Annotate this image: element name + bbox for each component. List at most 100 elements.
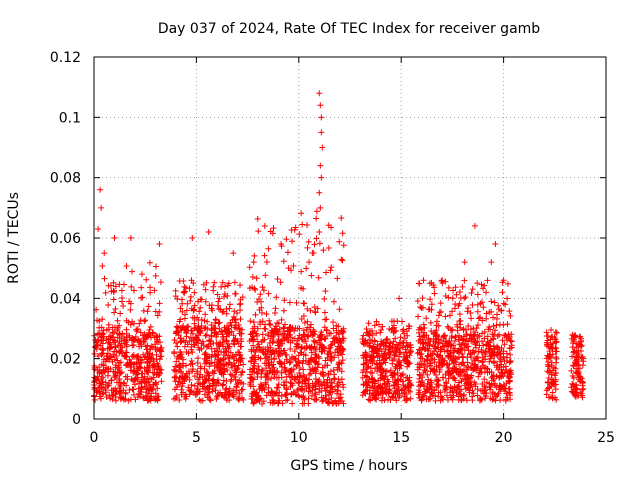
data-point (492, 327, 499, 334)
y-tick-label: 0.08 (50, 171, 81, 187)
data-point (285, 371, 292, 378)
data-point (210, 370, 217, 377)
data-point (235, 396, 242, 403)
data-point (386, 386, 393, 393)
data-point (231, 362, 238, 369)
data-point (301, 300, 308, 307)
data-point (180, 363, 187, 370)
data-point (270, 338, 277, 345)
data-point (96, 364, 103, 371)
data-point (417, 354, 424, 361)
data-point (425, 353, 432, 360)
data-point (395, 394, 402, 401)
data-point (407, 341, 414, 348)
data-point (252, 330, 259, 337)
data-point (336, 306, 343, 313)
data-point (177, 335, 184, 342)
data-point (303, 265, 310, 272)
data-point (140, 307, 147, 314)
data-point (230, 250, 237, 257)
data-point (418, 305, 425, 312)
data-point (433, 331, 440, 338)
data-point (184, 300, 191, 307)
data-point (174, 343, 181, 350)
data-point (117, 370, 124, 377)
data-point (301, 400, 308, 407)
data-point (390, 356, 397, 363)
data-point (463, 366, 470, 373)
data-point (317, 162, 324, 169)
data-point (494, 343, 501, 350)
data-point (92, 396, 99, 403)
data-point (300, 366, 307, 373)
data-point (494, 392, 501, 399)
data-point (437, 348, 444, 355)
data-point (231, 316, 238, 323)
data-point (254, 298, 261, 305)
data-point (465, 347, 472, 354)
data-point (257, 291, 264, 298)
data-point (320, 379, 327, 386)
data-point (405, 361, 412, 368)
data-point (575, 347, 582, 354)
data-point (449, 374, 456, 381)
data-point (250, 400, 257, 407)
data-point (121, 380, 128, 387)
data-point (310, 250, 317, 257)
data-point (300, 372, 307, 379)
data-point (147, 323, 154, 330)
data-point (287, 346, 294, 353)
data-point (127, 396, 134, 403)
data-point (324, 362, 331, 369)
x-tick-label: 0 (90, 430, 99, 446)
data-point (239, 368, 246, 375)
data-point (501, 332, 508, 339)
data-point (370, 353, 377, 360)
data-point (96, 393, 103, 400)
data-point (200, 385, 207, 392)
data-point (194, 359, 201, 366)
data-point (112, 343, 119, 350)
data-point (463, 397, 470, 404)
data-point (416, 349, 423, 356)
data-point (442, 385, 449, 392)
data-point (260, 287, 267, 294)
data-point (330, 319, 337, 326)
data-point (552, 386, 559, 393)
data-point (427, 360, 434, 367)
data-point (378, 326, 385, 333)
data-point (360, 367, 367, 374)
data-point (225, 340, 232, 347)
data-point (544, 361, 551, 368)
data-point (493, 322, 500, 329)
data-point (303, 344, 310, 351)
data-point (397, 349, 404, 356)
data-point (473, 364, 480, 371)
data-point (172, 287, 179, 294)
data-point (368, 376, 375, 383)
data-point (204, 394, 211, 401)
data-point (212, 316, 219, 323)
data-point (225, 391, 232, 398)
data-point (158, 367, 165, 374)
data-point (373, 330, 380, 337)
data-point (443, 380, 450, 387)
data-point (206, 337, 213, 344)
data-point (147, 289, 154, 296)
data-point (101, 275, 108, 282)
data-point (336, 336, 343, 343)
data-point (393, 381, 400, 388)
data-point (502, 301, 509, 308)
data-point (259, 331, 266, 338)
data-point (486, 368, 493, 375)
data-point (254, 374, 261, 381)
data-point (200, 342, 207, 349)
data-point (182, 284, 189, 291)
data-point (496, 374, 503, 381)
data-point (266, 354, 273, 361)
data-point (378, 338, 385, 345)
data-point (505, 335, 512, 342)
y-tick-label: 0.04 (50, 291, 81, 307)
data-point (417, 336, 424, 343)
data-point (545, 394, 552, 401)
